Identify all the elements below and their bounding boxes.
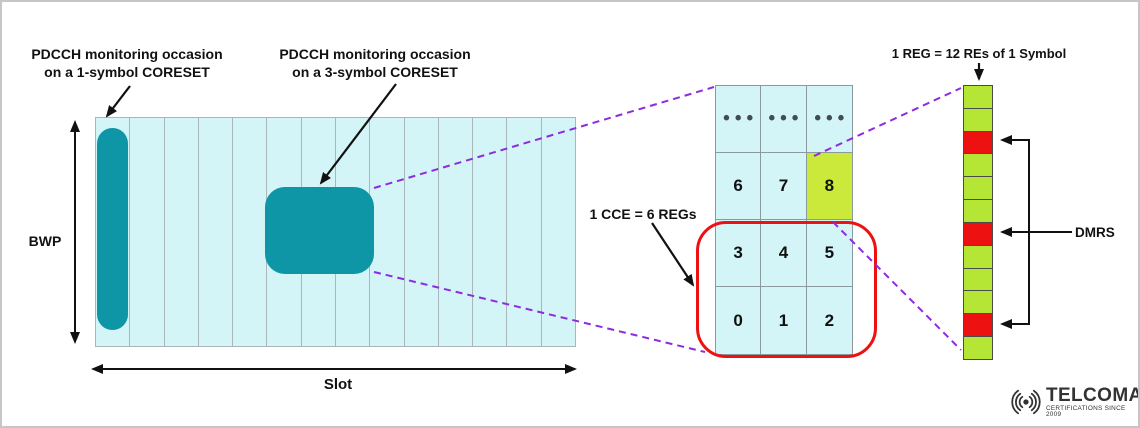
- reg-cell-1: 1: [761, 287, 807, 354]
- reg-cell-6: 6: [716, 153, 762, 220]
- re-cell: [964, 200, 992, 223]
- re-column: [963, 85, 993, 360]
- slot-column: [439, 118, 474, 346]
- reg-cell-3: 3: [716, 220, 762, 287]
- re-cell: [964, 268, 992, 292]
- dmrs-re-cell: [964, 222, 992, 246]
- arrow-to-cce-outline: [651, 222, 695, 287]
- pdcch-1-symbol-label-line1: PDCCH monitoring occasion: [31, 46, 223, 62]
- slot-column: [199, 118, 234, 346]
- reg-cell-5: 5: [806, 220, 852, 287]
- dmrs-label: DMRS: [1075, 225, 1115, 240]
- slot-column: [370, 118, 405, 346]
- pdcch-1-symbol-label: PDCCH monitoring occasion on a 1-symbol …: [17, 45, 237, 81]
- reg-cell-ellipsis: •••: [761, 86, 807, 153]
- dmrs-re-cell: [964, 314, 992, 338]
- telcoma-logo: TELCOMA CERTIFICATIONS SINCE 2009: [1008, 385, 1140, 419]
- re-cell: [964, 86, 992, 109]
- reg-cell-ellipsis: •••: [716, 86, 762, 153]
- reg-grid: ••• ••• ••• 6 7 8 3 4 5 0 1 2: [715, 85, 853, 355]
- re-cell: [964, 154, 992, 178]
- slot-column: [473, 118, 508, 346]
- reg-cell-ellipsis: •••: [806, 86, 852, 153]
- bwp-label: BWP: [28, 233, 62, 249]
- cce-label: 1 CCE = 6 REGs: [589, 206, 697, 222]
- re-cell: [964, 177, 992, 201]
- re-cell: [964, 291, 992, 315]
- reg-cell-4: 4: [761, 220, 807, 287]
- coreset-1-symbol-shape: [97, 128, 128, 330]
- re-cell: [964, 337, 992, 359]
- pdcch-3-symbol-label-line2: on a 3-symbol CORESET: [292, 64, 458, 80]
- cce-outline: [696, 221, 877, 358]
- slot-column: [405, 118, 439, 346]
- pdcch-3-symbol-label: PDCCH monitoring occasion on a 3-symbol …: [265, 45, 485, 81]
- dmrs-re-cell: [964, 131, 992, 155]
- reg-cell-2: 2: [824, 310, 835, 330]
- arrow-to-1symbol-coreset: [105, 85, 131, 118]
- coreset-3-symbol-shape: [265, 187, 374, 274]
- slot-column: [542, 118, 575, 346]
- reg-label: 1 REG = 12 REs of 1 Symbol: [891, 46, 1067, 61]
- pdcch-1-symbol-label-line2: on a 1-symbol CORESET: [44, 64, 210, 80]
- slot-column: [233, 118, 268, 346]
- logo-brand: TELCOMA: [1045, 385, 1140, 406]
- re-cell: [964, 108, 992, 132]
- pdcch-3-symbol-label-line1: PDCCH monitoring occasion: [279, 46, 471, 62]
- slot-label: Slot: [323, 376, 353, 393]
- slot-column: [96, 118, 131, 346]
- reg-cell-0: 0: [716, 287, 762, 354]
- reg-cell-7: 7: [761, 153, 807, 220]
- reg-cell-8: 8: [806, 153, 852, 220]
- slot-column: [130, 118, 165, 346]
- re-cell: [964, 245, 992, 269]
- slot-column: [507, 118, 542, 346]
- slot-column: [165, 118, 199, 346]
- radio-waves-icon: [1011, 390, 1041, 415]
- logo-tagline: CERTIFICATIONS SINCE 2009: [1045, 405, 1126, 419]
